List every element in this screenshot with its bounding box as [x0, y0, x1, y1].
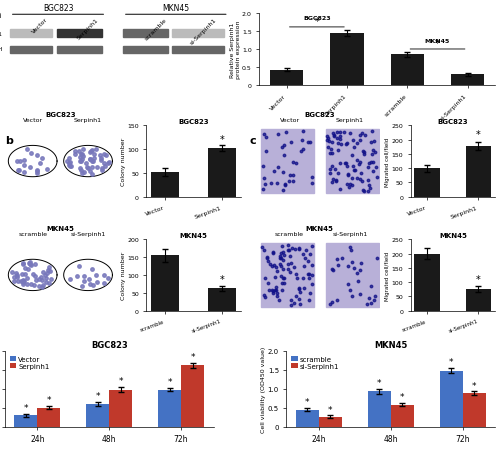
Bar [414, 169, 440, 197]
Bar [466, 146, 491, 197]
Text: *: * [377, 379, 382, 387]
Bar [38, 408, 60, 427]
Text: *: * [314, 17, 320, 27]
Bar [150, 256, 180, 311]
Text: *: * [435, 39, 440, 49]
Bar [330, 34, 364, 86]
Title: BGC823: BGC823 [91, 340, 128, 349]
Text: Vector: Vector [31, 17, 48, 35]
Text: BGC823: BGC823 [304, 112, 335, 118]
Text: *: * [190, 352, 195, 361]
Text: *: * [220, 274, 224, 284]
Text: MKN45: MKN45 [162, 4, 190, 13]
Text: si-Serpinh1: si-Serpinh1 [70, 231, 106, 236]
FancyBboxPatch shape [57, 47, 102, 54]
FancyBboxPatch shape [260, 130, 314, 194]
Y-axis label: Relative Serpinh1
protein expression: Relative Serpinh1 protein expression [230, 21, 240, 79]
Text: Serpinh1: Serpinh1 [336, 118, 364, 123]
Text: Serpinh1: Serpinh1 [76, 17, 99, 41]
Bar [181, 365, 204, 427]
Bar [110, 390, 132, 427]
Text: MKN45: MKN45 [425, 39, 450, 45]
Text: scramble: scramble [18, 231, 47, 236]
Text: *: * [96, 392, 100, 400]
Text: BGC823: BGC823 [43, 4, 74, 13]
FancyBboxPatch shape [57, 30, 102, 38]
Legend: scramble, si-Serpinh1: scramble, si-Serpinh1 [290, 354, 341, 371]
Text: c: c [250, 135, 256, 146]
Text: scramble: scramble [144, 17, 168, 41]
Bar [466, 290, 491, 311]
Text: MKN45: MKN45 [46, 225, 74, 231]
Legend: Vector, Serpinh1: Vector, Serpinh1 [8, 354, 51, 371]
Y-axis label: Colony number: Colony number [121, 138, 126, 186]
Text: *: * [328, 405, 332, 414]
FancyBboxPatch shape [123, 47, 168, 54]
Bar [158, 390, 181, 427]
Title: BGC823: BGC823 [178, 118, 209, 124]
Bar [462, 393, 485, 427]
FancyBboxPatch shape [123, 30, 168, 38]
Text: Serpinh1: Serpinh1 [0, 32, 2, 36]
Bar [390, 405, 413, 427]
Bar [296, 410, 319, 427]
FancyBboxPatch shape [172, 30, 224, 38]
Title: MKN45: MKN45 [439, 232, 467, 238]
FancyBboxPatch shape [260, 243, 314, 307]
Bar [14, 415, 38, 427]
Bar [150, 173, 180, 197]
FancyBboxPatch shape [10, 30, 52, 38]
Text: b: b [5, 135, 13, 146]
FancyBboxPatch shape [326, 243, 378, 307]
Text: *: * [118, 376, 123, 386]
Text: *: * [24, 403, 28, 412]
Bar [451, 75, 484, 86]
Text: *: * [472, 381, 476, 390]
Y-axis label: Cell viability (OD450 value): Cell viability (OD450 value) [261, 346, 266, 432]
Text: BGC823: BGC823 [45, 112, 76, 118]
Text: si-Serpinh1: si-Serpinh1 [332, 231, 368, 236]
FancyBboxPatch shape [10, 47, 52, 54]
Bar [319, 417, 342, 427]
Text: *: * [400, 392, 404, 402]
Bar [270, 71, 304, 86]
Text: Vector: Vector [280, 118, 299, 123]
Bar [208, 149, 236, 197]
Text: Vector: Vector [22, 118, 42, 123]
Text: *: * [476, 274, 481, 285]
Y-axis label: Migrated cell/field: Migrated cell/field [385, 251, 390, 300]
Text: MKN45: MKN45 [306, 225, 334, 231]
Text: BGC823: BGC823 [303, 16, 330, 21]
Bar [86, 404, 110, 427]
Y-axis label: Migrated cell/field: Migrated cell/field [385, 137, 390, 186]
Title: MKN45: MKN45 [374, 340, 408, 349]
Title: BGC823: BGC823 [438, 118, 468, 124]
Text: Serpinh1: Serpinh1 [74, 118, 102, 123]
Text: GAPDH: GAPDH [0, 47, 2, 52]
Bar [208, 289, 236, 311]
Text: *: * [305, 397, 310, 406]
Bar [391, 55, 424, 86]
Text: *: * [46, 396, 51, 404]
FancyBboxPatch shape [326, 130, 378, 194]
Text: si-Serpinh1: si-Serpinh1 [189, 17, 217, 46]
Text: *: * [168, 377, 172, 386]
Bar [414, 254, 440, 311]
Bar [440, 371, 462, 427]
Text: *: * [476, 130, 481, 140]
Text: scramble: scramble [275, 231, 304, 236]
Bar [368, 392, 390, 427]
Y-axis label: Colony number: Colony number [120, 251, 126, 299]
Text: *: * [220, 134, 224, 144]
Title: MKN45: MKN45 [180, 232, 208, 238]
Text: *: * [449, 358, 454, 367]
FancyBboxPatch shape [172, 47, 224, 54]
